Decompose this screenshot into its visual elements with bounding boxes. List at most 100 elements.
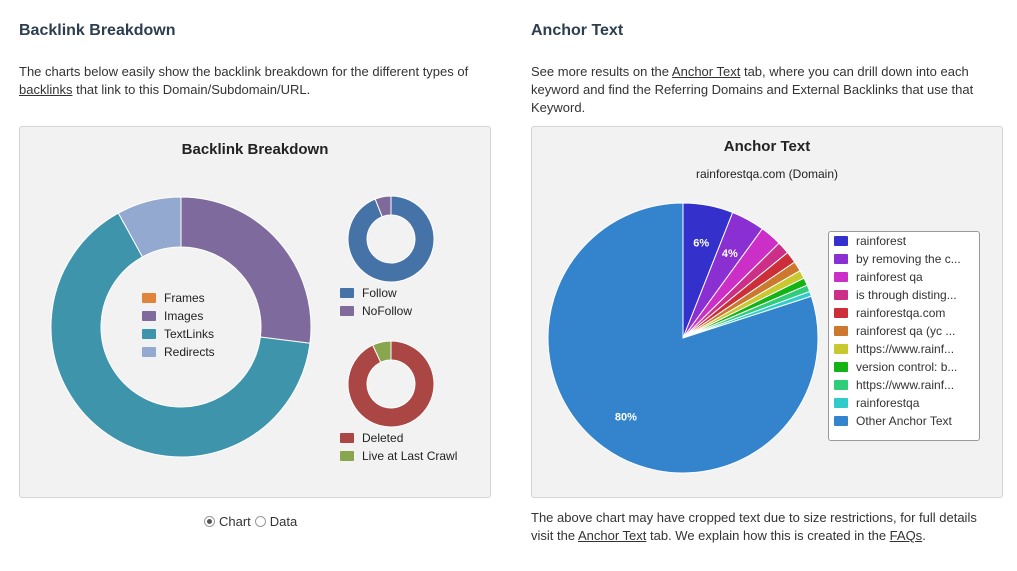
faqs-link[interactable]: FAQs — [889, 528, 923, 543]
deleted-legend: Deleted Live at Last Crawl — [340, 429, 457, 465]
anchor-data-label: 6% — [693, 238, 709, 250]
backlink-slice-redirects[interactable] — [117, 196, 182, 258]
anchor-slice-other-anchor-text[interactable] — [547, 202, 819, 474]
desc-text-end: that link to this Domain/Subdomain/URL. — [72, 82, 311, 97]
deleted-slice-live-at-last-crawl[interactable] — [372, 340, 392, 363]
data-radio-label: Data — [269, 514, 298, 529]
anchor-legend-swatch — [834, 308, 848, 318]
anchor-legend-swatch — [834, 362, 848, 372]
deleted-legend-swatch — [340, 451, 354, 461]
desc-text: The charts below easily show the backlin… — [19, 64, 469, 79]
anchor-legend-label: rainforest qa (yc ... — [856, 324, 956, 338]
section-description: The charts below easily show the backlin… — [19, 63, 479, 99]
backlink-legend-label: TextLinks — [164, 327, 215, 341]
anchor-legend-swatch — [834, 326, 848, 336]
deleted-legend-item[interactable]: Live at Last Crawl — [340, 447, 457, 465]
backlink-donut-chart — [50, 196, 312, 458]
footnote: The above chart may have cropped text du… — [531, 509, 1001, 545]
foot-text: The above chart may have cropped text du… — [531, 510, 977, 543]
anchor-chart-panel: Anchor Text rainforestqa.com (Domain) 6%… — [531, 126, 1003, 498]
data-radio-button[interactable] — [254, 516, 266, 527]
anchor-legend-item[interactable]: https://www.rainf... — [829, 340, 979, 358]
anchor-legend-label: https://www.rainf... — [856, 378, 955, 392]
chart-radio[interactable]: Chart — [204, 514, 251, 529]
backlink-legend-swatch — [142, 329, 156, 339]
desc-text-end: tab, where you can drill down into each … — [531, 64, 974, 115]
data-radio[interactable]: Data — [254, 514, 298, 529]
anchor-text-link[interactable]: Anchor Text — [671, 64, 741, 79]
anchor-legend-swatch — [834, 272, 848, 282]
chart-title: Anchor Text — [723, 138, 811, 155]
anchor-legend-item[interactable]: rainforestqa — [829, 394, 979, 412]
chart-title: Backlink Breakdown — [181, 141, 329, 158]
follow-legend-label: Follow — [362, 286, 397, 300]
anchor-legend-label: rainforest qa — [856, 270, 923, 284]
backlinks-link[interactable]: backlinks — [19, 82, 73, 97]
deleted-legend-item[interactable]: Deleted — [340, 429, 457, 447]
anchor-legend-item[interactable]: rainforest qa — [829, 268, 979, 286]
anchor-legend-label: rainforestqa.com — [856, 306, 946, 320]
anchor-legend-label: rainforestqa — [856, 396, 920, 410]
anchor-data-label: 80% — [615, 412, 637, 424]
anchor-legend-swatch — [834, 236, 848, 246]
backlink-legend-item[interactable]: Redirects — [142, 343, 215, 361]
backlink-slice-images[interactable] — [180, 196, 312, 344]
anchor-legend-swatch — [834, 416, 848, 426]
anchor-legend-item[interactable]: is through disting... — [829, 286, 979, 304]
follow-legend-item[interactable]: NoFollow — [340, 302, 412, 320]
follow-legend-swatch — [340, 288, 354, 298]
chart-subtitle: rainforestqa.com (Domain) — [695, 167, 839, 181]
backlink-legend-label: Redirects — [164, 345, 215, 359]
anchor-legend-item[interactable]: Other Anchor Text — [829, 412, 979, 430]
chart-radio-button[interactable] — [204, 516, 215, 527]
deleted-legend-swatch — [340, 433, 354, 443]
section-description: See more results on the Anchor Text tab,… — [531, 63, 1001, 117]
deleted-legend-label: Deleted — [362, 431, 404, 445]
backlink-legend-item[interactable]: TextLinks — [142, 325, 215, 343]
anchor-legend-swatch — [834, 380, 848, 390]
deleted-donut-chart — [347, 340, 435, 428]
anchor-text-tab-link[interactable]: Anchor Text — [577, 528, 647, 543]
backlink-legend-label: Images — [164, 309, 204, 323]
anchor-legend-label: Other Anchor Text — [856, 414, 952, 428]
foot-text-end: . — [922, 528, 926, 543]
anchor-legend-swatch — [834, 398, 848, 408]
anchor-legend-item[interactable]: rainforest qa (yc ... — [829, 322, 979, 340]
backlink-chart-panel: Backlink Breakdown Frames Images TextLinks… — [19, 126, 491, 498]
backlink-slice-textlinks[interactable] — [50, 212, 311, 458]
follow-legend-item[interactable]: Follow — [340, 284, 412, 302]
anchor-legend: rainforest by removing the c... rainforest… — [828, 231, 980, 441]
anchor-legend-label: version control: b... — [856, 360, 958, 374]
anchor-legend-swatch — [834, 344, 848, 354]
backlink-legend-swatch — [142, 293, 156, 303]
deleted-slice-deleted[interactable] — [347, 340, 435, 428]
chart-radio-label: Chart — [219, 514, 251, 529]
anchor-legend-label: is through disting... — [856, 288, 957, 302]
section-heading: Anchor Text — [531, 22, 624, 39]
follow-slice-nofollow[interactable] — [374, 195, 392, 218]
follow-legend: Follow NoFollow — [340, 284, 412, 320]
anchor-legend-item[interactable]: version control: b... — [829, 358, 979, 376]
anchor-legend-label: by removing the c... — [856, 252, 961, 266]
follow-slice-follow[interactable] — [347, 195, 435, 283]
backlink-legend-swatch — [142, 311, 156, 321]
section-heading: Backlink Breakdown — [19, 22, 176, 39]
anchor-legend-item[interactable]: https://www.rainf... — [829, 376, 979, 394]
view-toggle: Chart Data — [204, 514, 301, 529]
anchor-legend-label: rainforest — [856, 234, 907, 248]
anchor-pie-chart: 6% 4% 80% — [547, 202, 819, 474]
backlink-legend-label: Frames — [164, 291, 205, 305]
anchor-legend-item[interactable]: rainforestqa.com — [829, 304, 979, 322]
anchor-data-label: 4% — [722, 248, 738, 260]
anchor-legend-item[interactable]: by removing the c... — [829, 250, 979, 268]
foot-text-mid: tab. We explain how this is created in t… — [646, 528, 890, 543]
desc-text: See more results on the — [531, 64, 672, 79]
backlink-legend-item[interactable]: Frames — [142, 289, 215, 307]
anchor-legend-item[interactable]: rainforest — [829, 232, 979, 250]
backlink-legend: Frames Images TextLinks Redirects — [142, 289, 215, 361]
anchor-legend-label: https://www.rainf... — [856, 342, 955, 356]
deleted-legend-label: Live at Last Crawl — [362, 449, 458, 463]
anchor-legend-swatch — [834, 290, 848, 300]
backlink-legend-swatch — [142, 347, 156, 357]
backlink-legend-item[interactable]: Images — [142, 307, 215, 325]
